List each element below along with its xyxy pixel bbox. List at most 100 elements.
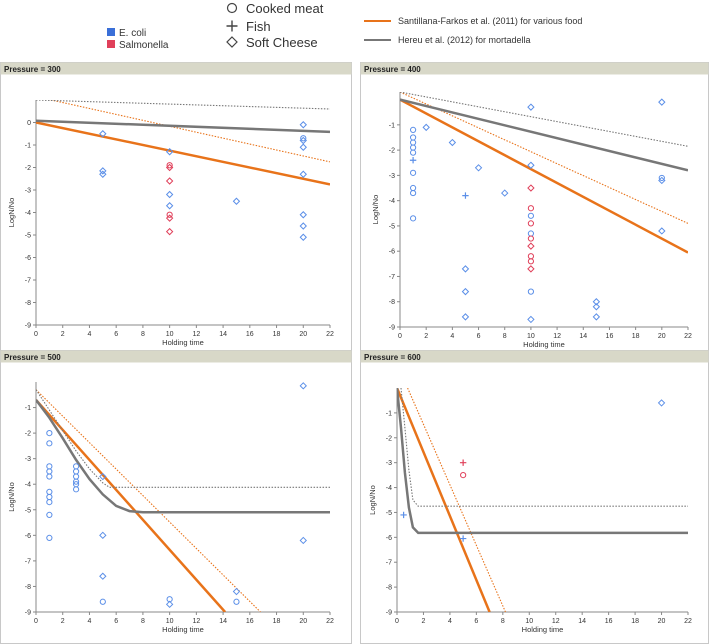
ecoli-diamond-point	[299, 233, 307, 241]
legend-salmonella-swatch	[107, 40, 115, 48]
hereu-dotted-line	[400, 388, 688, 507]
legend: E. coli Salmonella Cooked meat Fish Soft…	[107, 1, 582, 51]
x-tick-label: 6	[477, 333, 481, 340]
y-tick-label: -7	[25, 558, 31, 565]
y-tick-label: -5	[386, 510, 392, 517]
x-tick-label: 12	[553, 333, 561, 340]
y-tick-label: -6	[25, 533, 31, 540]
plot-area	[397, 388, 688, 612]
hereu-solid-line	[36, 119, 330, 134]
x-tick-label: 18	[631, 618, 639, 625]
salmonella-diamond-point	[527, 242, 535, 250]
x-tick-label: 16	[605, 618, 613, 625]
x-tick-label: 12	[552, 618, 560, 625]
salmonella-diamond-point	[165, 177, 174, 185]
ecoli-diamond-point	[592, 303, 601, 311]
ecoli-circle-point	[409, 215, 417, 222]
x-tick-label: 14	[219, 331, 227, 338]
ecoli-diamond-point	[99, 472, 107, 481]
legend-plus-marker	[226, 20, 238, 32]
ecoli-circle-point	[99, 598, 106, 605]
panel-header	[360, 350, 709, 363]
hereu-solid-line	[36, 399, 330, 514]
panel-header	[0, 350, 352, 363]
salmonella-diamond-point	[165, 163, 174, 172]
x-tick-label: 2	[422, 618, 426, 625]
y-tick-label: -1	[25, 143, 31, 150]
hereu-solid-line	[400, 98, 688, 172]
x-tick-label: 8	[501, 618, 505, 625]
panel-title: Pressure = 400	[364, 65, 421, 74]
y-tick-label: -3	[386, 460, 392, 467]
y-tick-label: 0	[27, 120, 31, 127]
panel-title: Pressure = 600	[364, 353, 421, 362]
y-tick-label: -1	[25, 405, 31, 412]
hereu-dotted-line	[36, 389, 330, 488]
y-tick-label: -7	[386, 560, 392, 567]
y-tick-label: -4	[389, 198, 395, 205]
legend-diamond-marker	[226, 36, 238, 48]
x-tick-label: 18	[273, 331, 281, 338]
ecoli-circle-point	[46, 473, 53, 480]
y-axis-label: LogN/No	[7, 198, 16, 228]
hereu-solid-line	[397, 388, 688, 535]
ecoli-circle-point	[527, 212, 535, 219]
ecoli-diamond-point	[165, 148, 174, 156]
salmonella-circle-point	[460, 472, 467, 479]
ecoli-diamond-point	[461, 265, 470, 273]
x-tick-label: 14	[219, 618, 227, 625]
y-tick-label: -9	[25, 610, 31, 617]
legend-cooked-meat-label: Cooked meat	[246, 1, 324, 16]
ecoli-diamond-point	[99, 167, 107, 175]
salmonella-diamond-point	[527, 265, 535, 273]
y-tick-label: -7	[389, 274, 395, 281]
ecoli-diamond-point	[299, 382, 307, 390]
santillana-solid-line	[36, 399, 227, 612]
x-tick-label: 16	[246, 331, 254, 338]
x-tick-label: 10	[527, 333, 535, 340]
chart-panel-2: Pressure = 400 0 2 4 6 8 10 12 14 16 18 20 22 -1 -2 -3 -…	[360, 62, 709, 354]
panel-frame	[360, 62, 709, 354]
santillana-solid-line	[397, 388, 491, 612]
x-tick-label: 0	[34, 331, 38, 338]
ecoli-diamond-point	[99, 170, 107, 178]
ecoli-diamond-point	[592, 298, 601, 306]
ecoli-circle-point	[409, 149, 417, 156]
ecoli-circle-point	[72, 478, 80, 485]
panel-frame	[0, 62, 352, 354]
x-tick-label: 16	[246, 618, 254, 625]
ecoli-plus-point	[400, 511, 407, 519]
y-tick-label: -8	[386, 585, 392, 592]
y-tick-label: -8	[25, 300, 31, 307]
y-tick-label: -5	[25, 233, 31, 240]
ecoli-circle-point	[46, 499, 53, 506]
chart-panel-1: Pressure = 300 0 2 4 6 8 10 12 14 16 18 20 22 0 -1 -2 -3…	[0, 62, 352, 354]
y-tick-label: -3	[25, 188, 31, 195]
legend-circle-marker	[226, 2, 238, 14]
ecoli-diamond-point	[99, 531, 107, 540]
ecoli-diamond-point	[658, 227, 666, 235]
ecoli-diamond-point	[165, 190, 174, 199]
salmonella-diamond-point	[165, 227, 174, 236]
x-tick-label: 20	[299, 618, 307, 625]
salmonella-diamond-point	[165, 214, 174, 222]
y-tick-label: -8	[389, 299, 395, 306]
hereu-dotted-line	[36, 100, 330, 110]
x-tick-label: 2	[61, 618, 65, 625]
x-tick-label: 4	[448, 618, 452, 625]
x-axis-label: Holding time	[523, 340, 565, 349]
x-tick-label: 22	[684, 618, 692, 625]
ecoli-plus-point	[409, 157, 417, 164]
ecoli-circle-point	[46, 430, 53, 437]
ecoli-diamond-point	[299, 222, 307, 230]
ecoli-diamond-point	[232, 587, 241, 596]
ecoli-circle-point	[46, 511, 53, 518]
y-tick-label: -2	[25, 431, 31, 438]
ecoli-circle-point	[46, 440, 53, 447]
salmonella-plus-point	[459, 459, 467, 466]
santillana-solid-line	[36, 121, 330, 186]
y-tick-label: -5	[389, 223, 395, 230]
ecoli-diamond-point	[527, 315, 535, 324]
ecoli-diamond-point	[527, 103, 535, 111]
x-tick-label: 8	[141, 618, 145, 625]
